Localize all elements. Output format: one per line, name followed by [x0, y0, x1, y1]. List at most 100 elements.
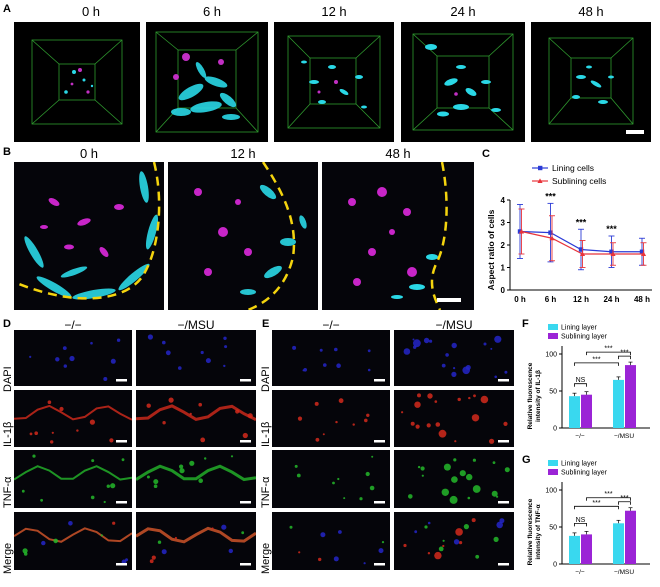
panel-d-image-r1-c1 — [136, 390, 256, 447]
panel-f-legend-label: Lining layer — [561, 325, 597, 332]
panel-g-ytick-label: 100 — [545, 488, 557, 495]
panel-f-legend-label: Sublining layer — [561, 334, 608, 341]
panel-c-xtick-label: 24 h — [603, 295, 619, 304]
panel-b-image-48h — [322, 162, 474, 310]
panel-c-point — [610, 251, 616, 256]
panel-d-row-tnfa: TNF-α — [2, 476, 14, 508]
panel-c-xtick-label: 6 h — [545, 295, 557, 304]
panel-e-image-r1-c1 — [394, 390, 514, 447]
panel-c-ytick-label: 3 — [501, 219, 506, 228]
panel-f-sig-msu-label: *** — [620, 350, 628, 357]
panel-c-xtick-label: 48 h — [634, 295, 650, 304]
panel-c-point — [609, 249, 614, 254]
panel-d-row-merge: Merge — [2, 542, 14, 574]
panel-a-image-48h — [531, 22, 651, 142]
panel-b-title-0h: 0 h — [79, 146, 99, 161]
panel-f-sig-lining-label: *** — [592, 356, 600, 363]
panel-a-image-6h — [146, 22, 268, 142]
panel-d-image-r1-c0 — [14, 390, 132, 447]
panel-c-point — [578, 247, 584, 252]
panel-f-xtick-label: −/MSU — [614, 433, 634, 440]
panel-g-legend-label: Lining layer — [561, 461, 597, 468]
panel-c-significance: *** — [576, 217, 587, 227]
panel-c-point — [640, 251, 647, 256]
panel-a-image-24h — [401, 22, 525, 142]
panel-f-bar — [613, 379, 624, 428]
panel-d-row-dapi: DAPI — [2, 366, 14, 392]
panel-g-ytick-label: 50 — [549, 525, 557, 532]
panel-a-title-24h: 24 h — [450, 4, 476, 19]
panel-g-legend-swatch — [548, 469, 558, 475]
panel-g-label: G — [522, 454, 531, 466]
panel-b-title-12h: 12 h — [230, 146, 256, 161]
panel-a-title-48h: 48 h — [578, 4, 604, 19]
panel-e-row-dapi: DAPI — [260, 366, 272, 392]
panel-f-sig-ctrl-label: NS — [576, 377, 586, 384]
panel-g-bar — [569, 535, 580, 564]
panel-g-ytick-label: 0 — [553, 562, 557, 569]
panel-c-point — [579, 251, 586, 256]
panel-g-sig-lining-bracket — [574, 505, 619, 510]
panel-f-label: F — [522, 318, 529, 330]
panel-c-ytick-label: 0 — [501, 286, 506, 295]
panel-c-label: C — [482, 148, 490, 160]
panel-f-ylabel: Relative fluorescenceintensity of IL-1β — [527, 362, 542, 429]
panel-c-legend-marker — [537, 178, 543, 183]
panel-e-label: E — [262, 318, 270, 330]
panel-e-row-merge: Merge — [260, 542, 272, 574]
panel-d-image-r2-c1 — [136, 450, 256, 508]
panel-b-label: B — [3, 146, 11, 158]
panel-e-image-r2-c0 — [272, 450, 390, 508]
panel-e-row-tnfa: TNF-α — [260, 476, 272, 508]
panel-c-ylabel: Aspect ratio of cells — [486, 209, 496, 290]
panel-g-sig-msu-label: *** — [620, 495, 628, 502]
panel-g-ylabel-line1: Relative fluorescence — [527, 498, 534, 565]
panel-a-image-0h — [14, 22, 140, 142]
panel-e-image-r3-c1 — [394, 512, 514, 570]
panel-c-ytick-label: 4 — [501, 196, 506, 205]
panel-g-bar — [613, 523, 624, 564]
panel-e-col-control: −/− — [322, 318, 340, 332]
panel-f-ylabel-line1: Relative fluorescence — [527, 362, 534, 429]
panel-f-sig-sublining-label: *** — [604, 346, 612, 353]
panel-d-image-r0-c0 — [14, 330, 132, 386]
panel-g-bar — [581, 534, 592, 564]
panel-d-image-r3-c1 — [136, 512, 256, 570]
panel-d-label: D — [3, 318, 11, 330]
panel-c-legend-label: Lining cells — [552, 163, 594, 173]
panel-f-bar-chart: Relative fluorescenceintensity of IL-1β 0… — [527, 324, 650, 440]
panel-c-significance: *** — [606, 224, 617, 234]
panel-g-ylabel-line2: intensity of TNF-α — [535, 504, 542, 559]
panel-f-ylabel-line2: intensity of IL-1β — [535, 370, 542, 422]
panel-f-legend-swatch — [548, 333, 558, 339]
panel-e-image-r2-c1 — [394, 450, 514, 508]
panel-a-label: A — [3, 3, 11, 15]
panel-e-image-r0-c0 — [272, 330, 390, 386]
panel-e-image-r3-c0 — [272, 512, 390, 570]
panel-g-sig-sublining-bracket — [586, 497, 631, 501]
panel-c-point — [549, 235, 555, 241]
panel-c-ytick-label: 2 — [501, 241, 506, 250]
panel-a-image-12h — [274, 22, 394, 142]
panel-a-title-0h: 0 h — [81, 4, 101, 19]
panel-g-bar-chart: Relative fluorescenceintensity of TNF-α 0… — [527, 460, 650, 576]
panel-c-point — [639, 249, 645, 254]
panel-c-line-chart: Aspect ratio of cells 0 1 2 3 4 0 h 6 h 12 h 24 … — [486, 163, 652, 304]
panel-f-bar — [581, 394, 592, 428]
panel-e-col-msu: −/MSU — [435, 318, 473, 332]
panel-g-sig-lining-label: *** — [592, 500, 600, 507]
panel-c-legend-marker — [538, 165, 543, 171]
panel-d-col-control: −/− — [64, 318, 82, 332]
panel-g-legend-label: Sublining layer — [561, 470, 608, 477]
panel-f-bar — [569, 396, 580, 428]
panel-f-bar — [625, 365, 636, 428]
panel-g-bar — [625, 510, 636, 564]
panel-b-image-0h — [14, 162, 164, 310]
panel-g-xtick-label: −/MSU — [614, 569, 634, 576]
panel-f-ytick-label: 50 — [549, 389, 557, 396]
panel-c-point — [517, 229, 523, 234]
panel-g-sig-sublining-label: *** — [604, 491, 612, 498]
panel-c-legend-label: Sublining cells — [552, 176, 606, 186]
panel-f-legend-swatch — [548, 324, 558, 330]
panel-f-ytick-label: 0 — [553, 426, 557, 433]
